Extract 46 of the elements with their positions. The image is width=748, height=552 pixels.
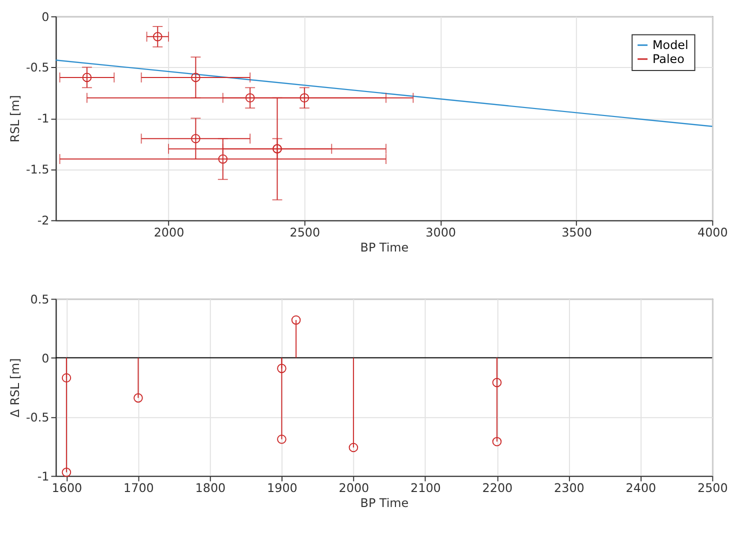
point	[191, 72, 200, 82]
y-tick-label: 0	[42, 351, 50, 366]
point	[152, 32, 162, 42]
point	[218, 154, 228, 164]
point	[277, 434, 286, 444]
point	[277, 364, 286, 374]
point	[191, 134, 200, 144]
point	[291, 315, 301, 325]
legend-label: Paleo	[652, 52, 684, 66]
x-tick-label: 1700	[124, 481, 154, 496]
point	[134, 393, 143, 403]
point	[245, 93, 255, 103]
x-tick-label: 2100	[410, 481, 441, 496]
y-tick-label: 0	[42, 10, 50, 24]
y-tick-label: -1	[37, 112, 50, 126]
x-tick-label: 4000	[698, 226, 728, 240]
y-tick-label: -2	[37, 214, 50, 228]
x-tick-label: 2500	[698, 481, 728, 496]
x-tick-label: 1900	[267, 481, 298, 496]
x-axis-title: BP Time	[360, 240, 409, 255]
point	[348, 442, 358, 452]
x-tick-label: 2300	[554, 481, 584, 496]
x-tick-label: 2000	[154, 226, 184, 240]
y-axis-title: RSL [m]	[8, 95, 22, 142]
x-tick-label: 2500	[290, 226, 320, 240]
y-tick-label: 0.5	[30, 292, 50, 306]
point	[300, 93, 310, 103]
y-tick-label: -0.5	[26, 60, 50, 75]
point	[62, 468, 72, 477]
x-tick-label: 2000	[338, 481, 370, 496]
x-axis-title: BP Time	[360, 496, 409, 510]
legend-label: Model	[652, 38, 688, 52]
y-axis-title: Δ RSL [m]	[8, 358, 22, 418]
point	[62, 373, 72, 383]
x-tick-label: 3500	[562, 226, 592, 240]
point	[82, 72, 92, 82]
y-tick-label: -1.5	[26, 162, 50, 177]
x-tick-label: 2200	[482, 481, 513, 496]
x-tick-label: 3000	[426, 226, 456, 240]
x-tick-label: 1800	[195, 481, 226, 496]
x-tick-label: 2400	[626, 481, 656, 496]
y-tick-label: -1	[37, 469, 50, 484]
y-tick-label: -0.5	[26, 410, 50, 424]
point	[492, 378, 502, 388]
x-tick-label: 1600	[52, 481, 82, 496]
point	[492, 436, 502, 446]
